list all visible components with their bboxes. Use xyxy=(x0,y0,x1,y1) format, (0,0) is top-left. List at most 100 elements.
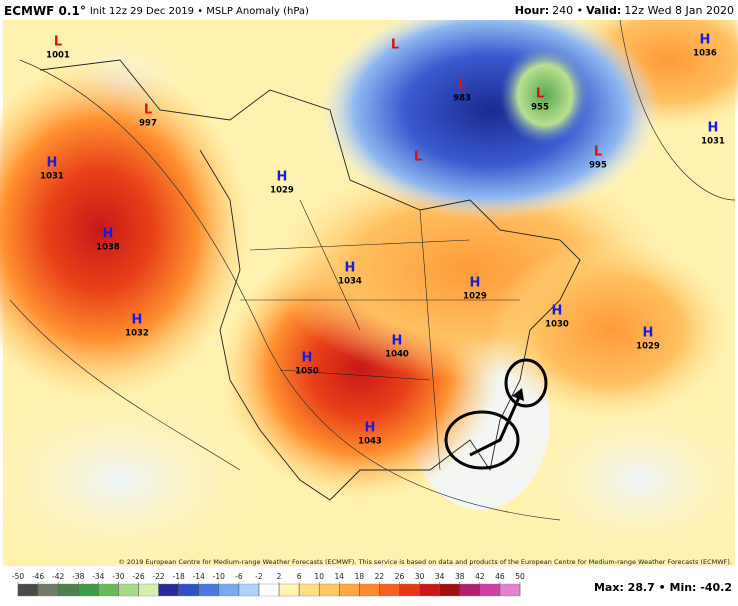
colorbar-label: -42 xyxy=(52,572,64,581)
colorbar-label: -6 xyxy=(235,572,243,581)
colorbar-label: -34 xyxy=(92,572,104,581)
colorbar-swatch xyxy=(258,583,280,597)
copyright: © 2019 European Centre for Medium-range … xyxy=(118,558,732,566)
shade xyxy=(520,400,738,560)
center-letter: H xyxy=(470,276,481,291)
colorbar-label: 14 xyxy=(335,572,345,581)
annotation-arrow xyxy=(469,394,522,457)
colorbar-swatch xyxy=(278,583,300,597)
colorbar-label: 38 xyxy=(455,572,465,581)
center-pressure: 995 xyxy=(589,161,607,171)
shade xyxy=(320,0,660,220)
colorbar-swatch xyxy=(238,583,260,597)
colorbar-label: 10 xyxy=(314,572,324,581)
colorbar-swatch xyxy=(17,583,39,597)
header-left: ECMWF 0.1° Init 12z 29 Dec 2019 • MSLP An… xyxy=(4,4,309,18)
colorbar-swatch xyxy=(138,583,159,597)
colorbar-swatch xyxy=(198,583,220,597)
center-pressure: 1030 xyxy=(545,320,569,330)
center-letter: L xyxy=(144,103,152,118)
center-pressure: 1031 xyxy=(701,137,725,147)
center-letter: H xyxy=(277,170,288,185)
init-info: Init 12z 29 Dec 2019 • MSLP Anomaly (hPa… xyxy=(90,6,309,17)
colorbar-swatch xyxy=(339,583,360,597)
colorbar: -50 -46 -42 -38 -34 -30 -26 -22 -18 -14 -10 -6 -2 2 6 1… xyxy=(12,572,525,597)
colorbar-label: 30 xyxy=(415,572,425,581)
isobars xyxy=(9,19,736,521)
center-pressure: 1031 xyxy=(40,172,64,182)
colorbar-label: -22 xyxy=(152,572,164,581)
colorbar-label: -46 xyxy=(32,572,44,581)
center-pressure: 955 xyxy=(531,103,549,113)
colorbar-swatch xyxy=(98,583,119,597)
center-letter: H xyxy=(302,351,313,366)
max-min: Max: 28.7 • Min: -40.2 xyxy=(594,581,732,594)
shade xyxy=(0,390,260,570)
colorbar-label: -10 xyxy=(213,572,225,581)
arrow-head xyxy=(512,388,524,401)
colorbar-label: 2 xyxy=(277,572,282,581)
colorbar-label: -38 xyxy=(72,572,84,581)
center-pressure: 1029 xyxy=(463,292,487,302)
center-letter: H xyxy=(552,304,563,319)
colorbar-label: -2 xyxy=(255,572,263,581)
map xyxy=(0,0,738,570)
center-letter: L xyxy=(594,145,602,160)
hour-label: Hour: xyxy=(515,4,549,17)
center-pressure: 983 xyxy=(453,94,471,104)
colorbar-label: -14 xyxy=(193,572,205,581)
colorbar-label: 6 xyxy=(297,572,302,581)
annotation-circle xyxy=(504,358,548,408)
center-letter: H xyxy=(345,261,356,276)
colorbar-label: -30 xyxy=(112,572,124,581)
colorbar-swatch xyxy=(459,583,481,597)
colorbar-swatch xyxy=(419,583,440,597)
header-right: Hour: 240 • Valid: 12z Wed 8 Jan 2020 xyxy=(515,4,734,17)
colorbar-label: 42 xyxy=(475,572,485,581)
colorbar-swatch xyxy=(118,583,139,597)
valid-label: Valid: xyxy=(586,4,621,17)
center-pressure: 1034 xyxy=(338,277,362,287)
colorbar-label: -26 xyxy=(132,572,144,581)
colorbar-label: 34 xyxy=(435,572,445,581)
shade xyxy=(0,60,250,400)
colorbar-swatch xyxy=(78,583,99,597)
center-letter: H xyxy=(132,313,143,328)
model-name: ECMWF 0.1° xyxy=(4,4,86,18)
center-pressure: 1040 xyxy=(385,350,409,360)
colorbar-swatch xyxy=(37,583,59,597)
shade xyxy=(500,45,590,145)
center-pressure: 1001 xyxy=(46,51,70,61)
shade xyxy=(490,240,730,420)
coastline xyxy=(39,59,581,501)
colorbar-swatch xyxy=(158,583,179,597)
center-letter: H xyxy=(700,33,711,48)
colorbar-label: 50 xyxy=(515,572,525,581)
center-letter: L xyxy=(54,35,62,50)
colorbar-label: 18 xyxy=(355,572,365,581)
colorbar-swatch xyxy=(359,583,380,597)
colorbar-label: 46 xyxy=(495,572,505,581)
colorbar-swatch xyxy=(298,583,320,597)
colorbar-swatch xyxy=(379,583,400,597)
center-letter: L xyxy=(458,78,466,93)
colorbar-swatch xyxy=(479,583,501,597)
center-letter: H xyxy=(392,334,403,349)
center-letter: H xyxy=(708,121,719,136)
center-pressure: 1038 xyxy=(96,243,120,253)
colorbar-label: -50 xyxy=(12,572,24,581)
center-pressure: 997 xyxy=(139,119,157,129)
center-letter: H xyxy=(47,156,58,171)
colorbar-swatch xyxy=(319,583,340,597)
center-pressure: 1036 xyxy=(693,49,717,59)
header-bar xyxy=(0,0,738,20)
colorbar-swatch xyxy=(178,583,199,597)
center-letter: H xyxy=(643,326,654,341)
center-pressure: 1032 xyxy=(125,329,149,339)
center-letter: H xyxy=(365,421,376,436)
center-letter: L xyxy=(391,38,399,53)
center-pressure: 1050 xyxy=(295,367,319,377)
colorbar-label: 22 xyxy=(375,572,385,581)
annotation-circle xyxy=(444,410,520,470)
